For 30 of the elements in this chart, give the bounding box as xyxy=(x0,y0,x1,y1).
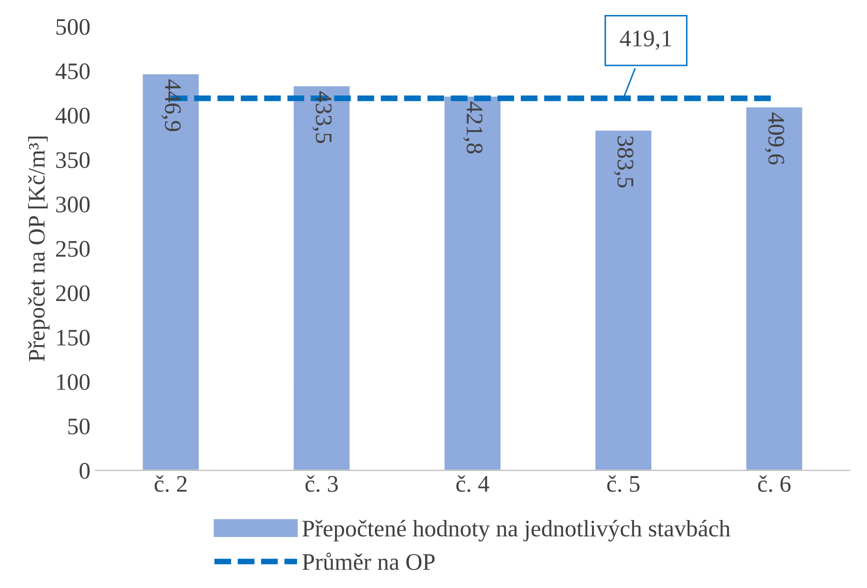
y-tick-label: 100 xyxy=(57,374,90,390)
data-label: 409,6 xyxy=(764,112,784,164)
x-tick-label: č. 2 xyxy=(154,475,187,492)
data-label: 383,5 xyxy=(614,136,634,188)
y-tick-label: 400 xyxy=(56,108,90,124)
bar xyxy=(744,106,804,470)
data-label: 419,1 xyxy=(620,30,672,50)
x-tick-label: č. 4 xyxy=(456,475,490,492)
y-tick-label: 450 xyxy=(56,63,90,80)
y-tick-label: 150 xyxy=(57,330,90,346)
y-axis-title: Přepočet na OP [Kč/m³] xyxy=(28,136,50,362)
bar xyxy=(141,72,200,470)
legend-label: Průměr na OP xyxy=(302,552,435,570)
bar xyxy=(594,129,653,470)
y-tick-label: 500 xyxy=(56,18,90,35)
data-label: 433,5 xyxy=(312,91,332,144)
data-label: 446,9 xyxy=(161,79,181,132)
y-tick-label: 50 xyxy=(68,418,90,434)
bar xyxy=(443,95,502,470)
legend-label: Přepočtené hodnoty na jednotlivých stavbách xyxy=(302,520,730,542)
y-tick-label: 0 xyxy=(80,462,90,479)
x-tick-label: č. 6 xyxy=(758,475,791,492)
x-tick-label: č. 3 xyxy=(306,475,338,492)
data-label: 421,8 xyxy=(463,102,483,154)
y-tick-label: 350 xyxy=(56,152,90,168)
x-tick-label: č. 5 xyxy=(607,475,640,492)
y-tick-label: 300 xyxy=(56,196,90,212)
bar xyxy=(292,84,352,470)
y-tick-label: 250 xyxy=(56,240,90,257)
y-tick-label: 200 xyxy=(56,285,90,302)
